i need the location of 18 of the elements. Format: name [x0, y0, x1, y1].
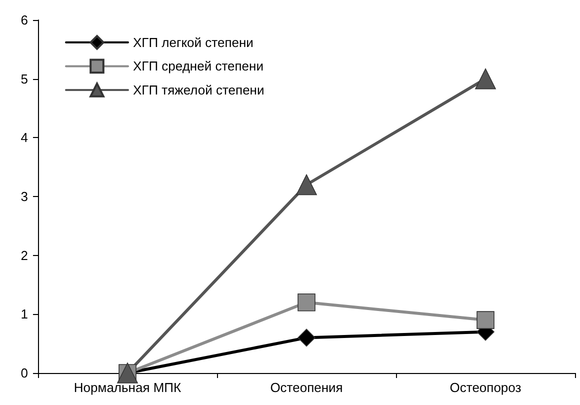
- point: [298, 294, 316, 312]
- point: [298, 328, 316, 347]
- point: [476, 311, 494, 329]
- legend-label: ХГП тяжелой степени: [133, 82, 264, 98]
- y-tick-label: 3: [20, 189, 28, 204]
- legend-label: ХГП средней степени: [133, 58, 264, 74]
- point: [475, 68, 496, 90]
- y-tick-label: 2: [20, 248, 28, 263]
- x-tick-label: Нормальная МПК: [74, 380, 182, 395]
- point: [296, 174, 317, 196]
- y-tick-label: 5: [20, 71, 28, 86]
- legend-label: ХГП легкой степени: [133, 34, 254, 50]
- y-tick-label: 1: [20, 306, 28, 322]
- x-tick-label: Остеопороз: [450, 380, 522, 395]
- y-tick-label: 6: [20, 12, 28, 28]
- y-tick-label: 0: [20, 366, 28, 380]
- x-tick-label: Остеопения: [270, 380, 343, 395]
- y-tick-label: 4: [20, 130, 28, 146]
